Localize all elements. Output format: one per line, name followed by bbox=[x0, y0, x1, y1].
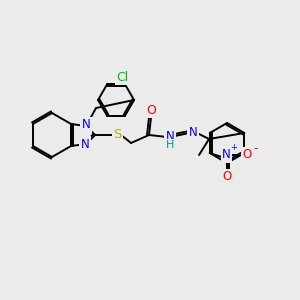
Text: N: N bbox=[189, 125, 197, 139]
Text: S: S bbox=[113, 128, 121, 140]
Text: H: H bbox=[166, 140, 174, 150]
Text: N: N bbox=[222, 148, 231, 161]
Text: -: - bbox=[254, 142, 258, 155]
Text: O: O bbox=[146, 103, 156, 116]
Text: N: N bbox=[81, 137, 89, 151]
Text: N: N bbox=[166, 130, 174, 142]
Text: Cl: Cl bbox=[116, 71, 128, 84]
Text: O: O bbox=[242, 148, 251, 161]
Text: +: + bbox=[230, 143, 237, 152]
Text: O: O bbox=[222, 170, 231, 184]
Text: N: N bbox=[82, 118, 90, 131]
